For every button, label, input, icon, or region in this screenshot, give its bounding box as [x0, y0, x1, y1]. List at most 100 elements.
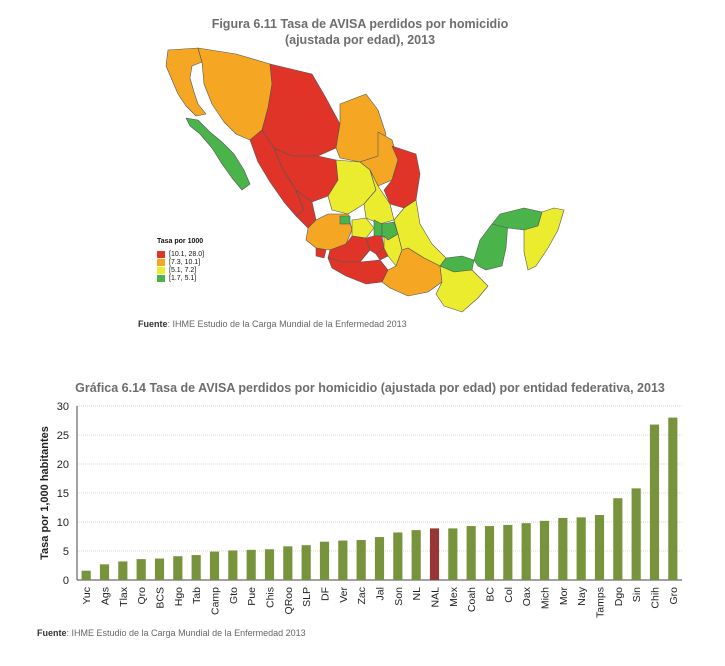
bar — [173, 556, 183, 580]
bar — [209, 551, 220, 580]
x-tick-label: Tamps — [595, 587, 607, 618]
bar — [283, 546, 293, 580]
bar — [521, 523, 531, 580]
bar — [503, 524, 513, 580]
figure-source: Fuente: IHME Estudio de la Carga Mundial… — [138, 319, 407, 329]
x-tick-label: DF — [320, 587, 332, 601]
bar — [558, 517, 568, 580]
x-tick-label: BCS — [155, 587, 167, 609]
x-tick-label: Hgo — [173, 587, 185, 606]
y-tick-label: 30 — [57, 401, 69, 413]
bar — [539, 520, 550, 580]
x-tick-label: Gro — [668, 587, 680, 605]
x-tick-label: NL — [411, 587, 423, 601]
figure-source-text: : IHME Estudio de la Carga Mundial de la… — [167, 319, 407, 329]
map-state-ags — [339, 215, 351, 225]
bar — [154, 558, 165, 580]
x-tick-label: Son — [393, 587, 405, 606]
bar — [631, 488, 641, 580]
x-tick-label: Dgo — [613, 587, 625, 606]
bar — [649, 424, 660, 580]
map-state-chis — [435, 265, 489, 313]
bar — [374, 537, 385, 580]
y-tick-label: 25 — [57, 430, 69, 442]
x-tick-label: Zac — [356, 587, 368, 605]
figure-title-line2: (ajustada por edad), 2013 — [284, 33, 436, 47]
figure-title: Figura 6.11 Tasa de AVISA perdidos por h… — [150, 16, 570, 48]
chart-title: Gráfica 6.14 Tasa de AVISA perdidos por … — [75, 381, 665, 395]
x-tick-label: BC — [485, 587, 497, 602]
x-tick-label: Chih — [650, 587, 662, 609]
x-tick-label: Ver — [338, 587, 350, 603]
bar — [191, 555, 201, 580]
y-axis-label: Tasa por 1,000 habitantes — [39, 426, 51, 560]
x-tick-label: Mor — [558, 587, 570, 606]
map-state-col — [315, 247, 327, 259]
bar — [411, 530, 421, 580]
bar — [466, 526, 476, 580]
legend-swatch — [157, 274, 165, 282]
y-tick-label: 5 — [63, 546, 69, 558]
legend-swatch — [157, 258, 165, 266]
bar — [429, 528, 440, 580]
x-tick-label: Chis — [265, 587, 277, 608]
x-tick-label: Mex — [448, 586, 460, 607]
map-state-gto — [351, 217, 375, 239]
x-tick-label: Qro — [136, 587, 148, 605]
y-tick-label: 10 — [57, 517, 69, 529]
map-state-zac — [327, 159, 377, 215]
bar — [356, 539, 366, 580]
bar — [613, 498, 623, 580]
map-state-chih — [261, 63, 341, 157]
mexico-choropleth-map — [140, 44, 600, 324]
x-tick-label: Camp — [210, 587, 222, 615]
bar — [448, 528, 458, 580]
bar — [319, 541, 330, 580]
x-tick-label: Coah — [466, 587, 478, 612]
y-tick-label: 20 — [57, 459, 69, 471]
bar — [99, 564, 110, 580]
x-tick-label: Nay — [576, 586, 588, 605]
legend-label: [1.7, 5.1] — [169, 274, 197, 282]
bar — [81, 570, 91, 580]
x-tick-label: Pue — [246, 587, 258, 606]
bar — [228, 550, 238, 580]
bar — [338, 540, 348, 580]
bar — [668, 417, 678, 580]
legend-item: [7.3, 10.1] — [157, 258, 204, 266]
x-tick-label: SLP — [301, 587, 313, 607]
map-state-gro — [327, 257, 389, 285]
bar-chart: 0 5 10 15 20 25 30 Tasa por 1,000 habitantes Yuc… — [39, 401, 682, 618]
x-tick-label: Col — [503, 587, 515, 603]
legend-swatch — [157, 250, 165, 258]
x-tick-label: Yuc — [81, 587, 93, 605]
x-tick-label: Mich — [540, 587, 552, 609]
y-tick-label: 0 — [63, 575, 69, 587]
bar — [246, 549, 256, 580]
map-state-son — [197, 47, 273, 141]
bar — [301, 545, 311, 580]
bar — [264, 549, 275, 580]
bar — [484, 526, 495, 580]
map-state-camp — [473, 221, 509, 271]
y-tick-label: 15 — [57, 488, 69, 500]
x-tick-label: Gto — [228, 587, 240, 604]
map-legend: Tasa por 1000 [10.1, 28.0] [7.3, 10.1] [… — [157, 238, 204, 282]
legend-item: [5.1, 7.2] — [157, 266, 204, 274]
legend-item: [10.1, 28.0] — [157, 250, 204, 258]
legend-item: [1.7, 5.1] — [157, 274, 204, 282]
bar — [393, 532, 403, 580]
figure-source-label: Fuente — [138, 319, 168, 329]
x-tick-label: NAL — [430, 587, 442, 608]
map-state-tamps — [383, 145, 421, 209]
x-tick-label: QRoo — [283, 587, 295, 615]
bar — [118, 561, 128, 580]
bar — [594, 515, 605, 580]
x-tick-label: Tab — [191, 587, 203, 604]
x-tick-label: Sin — [631, 587, 643, 602]
x-tick-label: Ags — [100, 587, 112, 605]
x-tick-label: Tlax — [118, 586, 130, 607]
map-state-qroo — [523, 207, 565, 271]
map-state-bc — [165, 47, 207, 117]
bar — [576, 517, 586, 580]
